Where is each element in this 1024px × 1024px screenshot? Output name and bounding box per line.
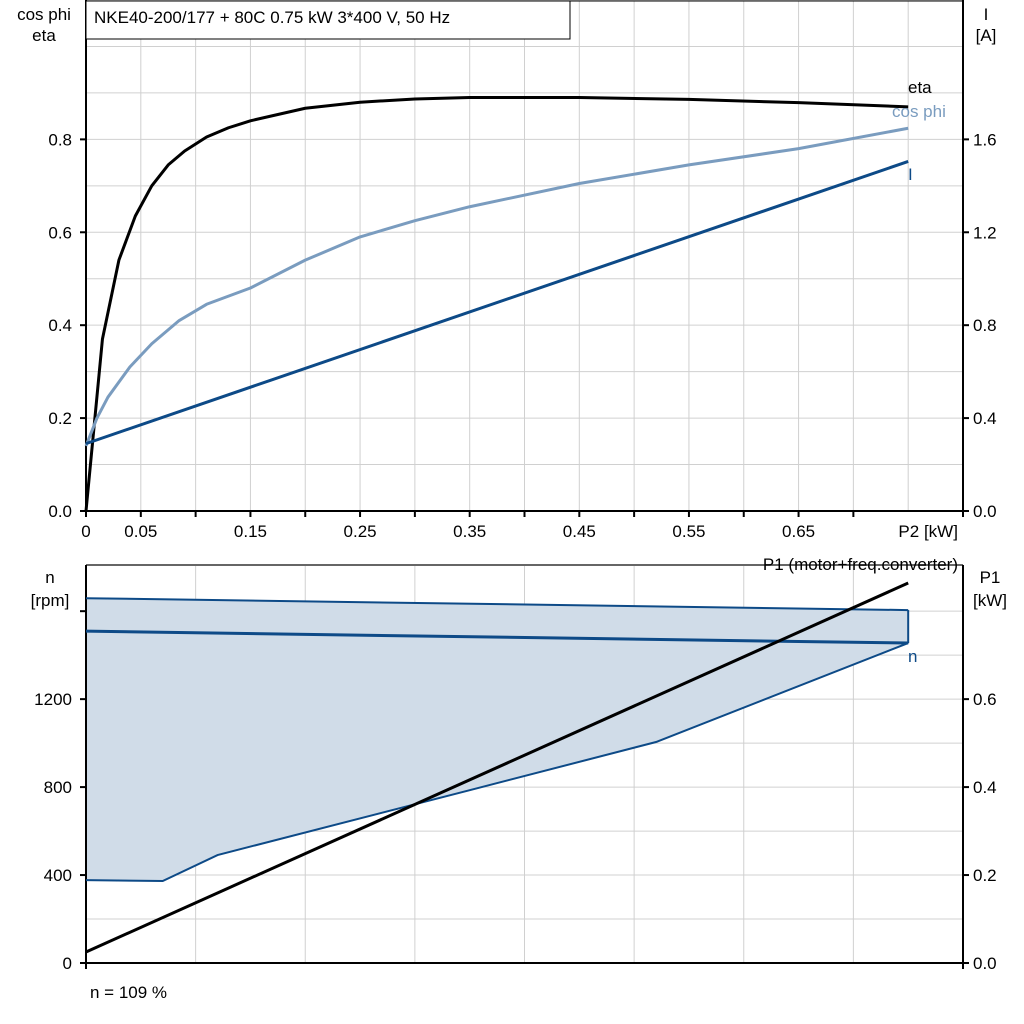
y-left-tick-label: 800 — [44, 778, 72, 797]
series-line-p1 — [85, 581, 909, 954]
series-label-cosphi: cos phi — [892, 102, 946, 121]
x-tick-label: 0.65 — [782, 522, 815, 541]
y-right-label-unit: [A] — [976, 26, 997, 45]
y-right-label-p1: P1 — [980, 568, 1001, 587]
y-left-tick-label: 400 — [44, 866, 72, 885]
y-right-label-unit: [kW] — [973, 591, 1007, 610]
y-right-tick-label: 0.6 — [973, 690, 997, 709]
series-line-n-min — [85, 642, 909, 882]
y-right-tick-label: 0.2 — [973, 866, 997, 885]
footer-speed-note: n = 109 % — [90, 983, 167, 1002]
series-label-p1: P1 (motor+freq.converter) — [763, 555, 958, 574]
series-line-i — [85, 160, 909, 446]
y-right-tick-label: 0.4 — [973, 409, 997, 428]
title-box — [85, 0, 571, 40]
y-right-tick-label: 0.0 — [973, 954, 997, 973]
series-label-i: I — [908, 165, 913, 184]
y-left-tick-label: 0.6 — [48, 223, 72, 242]
x-tick-label: 0 — [81, 522, 90, 541]
y-left-tick-label: 0.4 — [48, 316, 72, 335]
x-tick-label: 0.15 — [234, 522, 267, 541]
y-right-tick-label: 0.0 — [973, 502, 997, 521]
series-line-n-max — [85, 597, 909, 612]
chart-title: NKE40-200/177 + 80C 0.75 kW 3*400 V, 50 … — [94, 8, 450, 27]
y-left-label-cosphi: cos phi — [17, 5, 71, 24]
y-left-label-unit: [rpm] — [31, 591, 70, 610]
y-right-tick-label: 0.4 — [973, 778, 997, 797]
series-line-eta — [84, 96, 909, 512]
y-left-tick-label: 1200 — [34, 690, 72, 709]
series-line-n — [85, 629, 909, 645]
x-tick-label: 0.45 — [563, 522, 596, 541]
x-tick-label: 0.05 — [124, 522, 157, 541]
y-left-tick-label: 0 — [63, 954, 72, 973]
operating-range-area — [86, 598, 909, 881]
y-right-tick-label: 0.8 — [973, 316, 997, 335]
series-label-n: n — [908, 647, 917, 666]
y-left-tick-label: 0.8 — [48, 130, 72, 149]
x-tick-label: 0.55 — [672, 522, 705, 541]
x-tick-label: 0.25 — [344, 522, 377, 541]
x-axis-label: P2 [kW] — [898, 522, 958, 541]
y-left-tick-label: 0.0 — [48, 502, 72, 521]
series-line-cos-phi — [84, 126, 909, 447]
y-right-tick-label: 1.6 — [973, 130, 997, 149]
y-left-tick-label: 0.2 — [48, 409, 72, 428]
series-label-eta: eta — [908, 78, 932, 97]
y-left-label-n: n — [45, 568, 54, 587]
y-right-tick-label: 1.2 — [973, 223, 997, 242]
y-right-label-i: I — [984, 5, 989, 24]
y-left-label-eta: eta — [32, 26, 56, 45]
x-tick-label: 0.35 — [453, 522, 486, 541]
